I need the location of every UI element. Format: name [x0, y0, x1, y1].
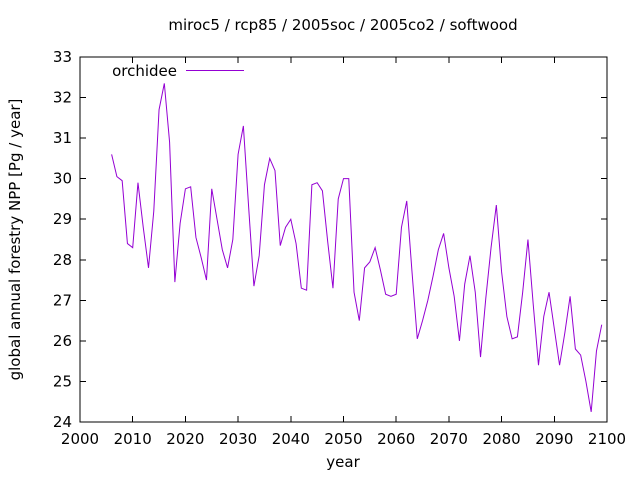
x-tick-label: 2000 [61, 430, 99, 448]
x-tick-label: 2060 [377, 430, 415, 448]
y-tick-label: 29 [53, 210, 72, 228]
x-tick-label: 2030 [219, 430, 257, 448]
series-polyline [111, 83, 603, 412]
x-tick-label: 2100 [588, 430, 626, 448]
y-tick-label: 28 [53, 251, 72, 269]
y-tick-label: 33 [53, 48, 72, 66]
x-tick-label: 2090 [535, 430, 573, 448]
x-tick-label: 2010 [114, 430, 152, 448]
axes: 2000 2010 2020 2030 2040 2050 2060 2070 2080 2090… [53, 48, 626, 448]
x-axis-label: year [326, 453, 360, 471]
y-tick-label: 26 [53, 332, 72, 350]
y-tick-label: 25 [53, 372, 72, 390]
y-tick-label: 27 [53, 291, 72, 309]
series-orchidee-line [111, 83, 603, 412]
y-tick-label: 30 [53, 170, 72, 188]
x-tick-label: 2050 [324, 430, 362, 448]
x-tick-label: 2020 [166, 430, 204, 448]
chart-title: miroc5 / rcp85 / 2005soc / 2005co2 / sof… [168, 16, 517, 34]
y-tick-label: 32 [53, 89, 72, 107]
y-tick-label: 24 [53, 413, 72, 431]
y-axis-label: global annual forestry NPP [Pg / year] [6, 99, 24, 381]
x-tick-label: 2040 [272, 430, 310, 448]
legend-label: orchidee [112, 62, 177, 80]
x-tick-label: 2070 [430, 430, 468, 448]
y-tick-label: 31 [53, 129, 72, 147]
x-tick-label: 2080 [483, 430, 521, 448]
